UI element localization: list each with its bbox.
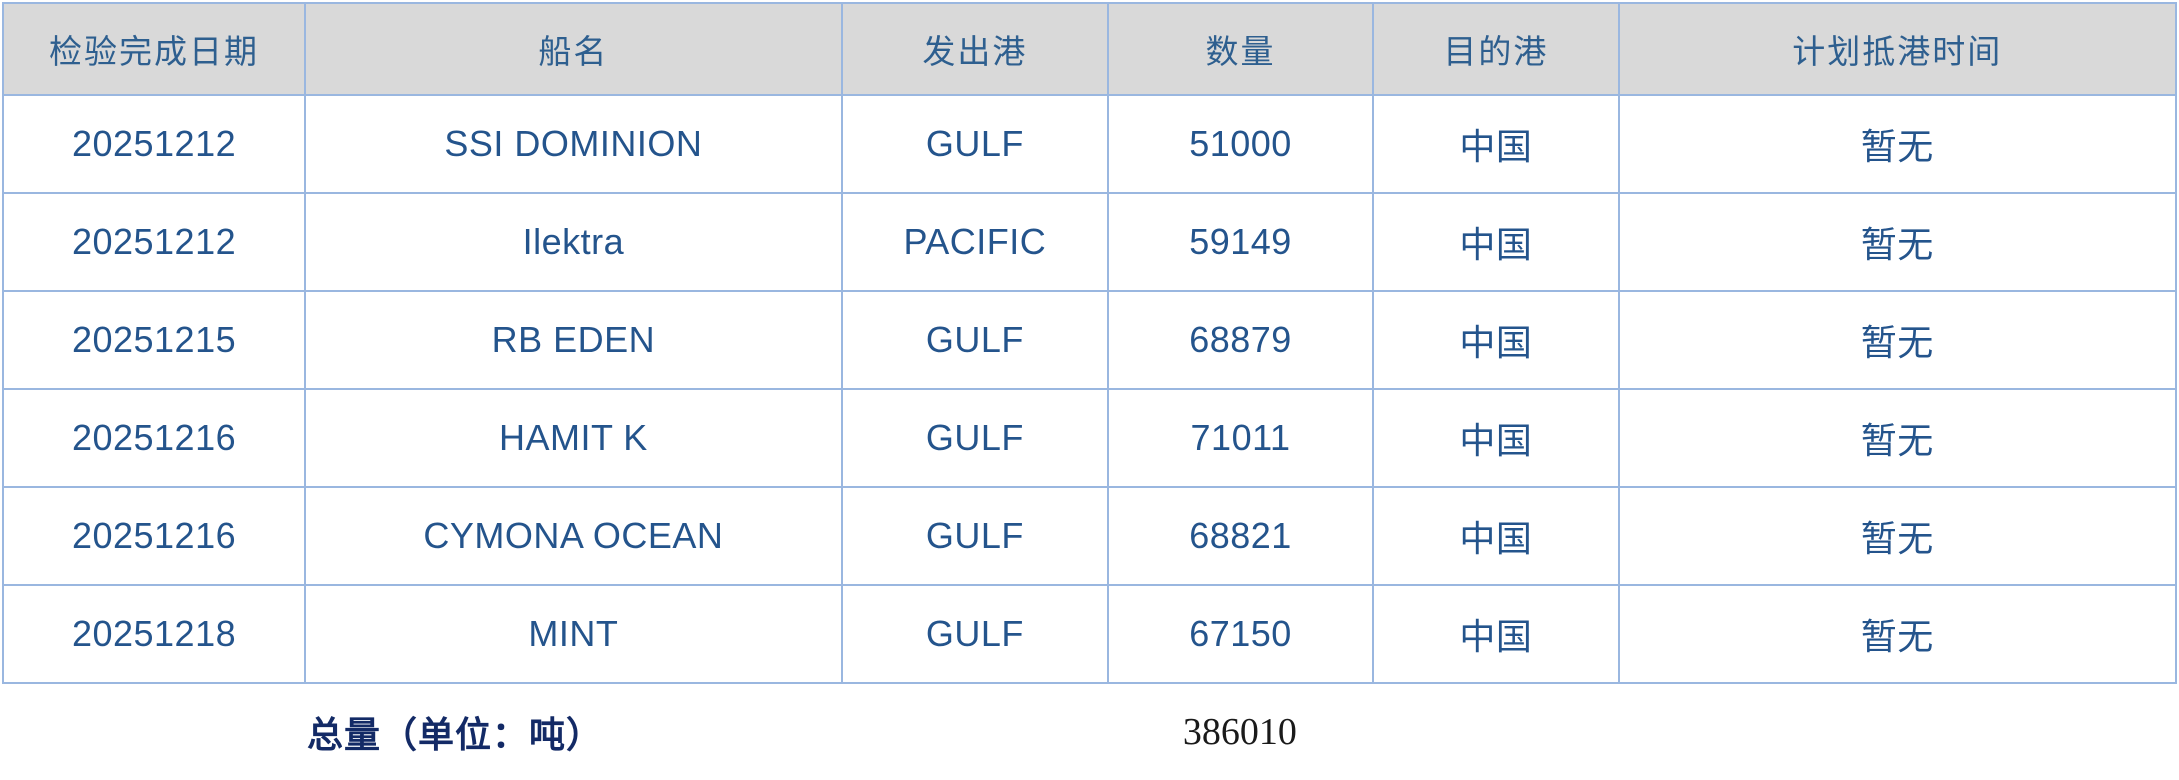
total-label: 总量（单位：吨） [307, 714, 604, 755]
cell-vessel: CYMONA OCEAN [304, 486, 843, 586]
table-row: 20251216 HAMIT K GULF 71011 中国 暂无 [1, 388, 2178, 488]
cell-date: 20251215 [1, 290, 307, 390]
table-row: 20251216 CYMONA OCEAN GULF 68821 中国 暂无 [1, 486, 2178, 586]
header-origin-port: 发出港 [840, 2, 1109, 96]
cell-dest: 中国 [1372, 94, 1620, 194]
cell-eta: 暂无 [1617, 94, 2178, 194]
cell-quantity: 51000 [1106, 94, 1375, 194]
cell-dest: 中国 [1372, 584, 1620, 684]
cell-date: 20251218 [1, 584, 307, 684]
cell-eta: 暂无 [1617, 192, 2178, 292]
cell-origin: GULF [840, 486, 1109, 586]
cell-origin: GULF [840, 584, 1109, 684]
table-row: 20251218 MINT GULF 67150 中国 暂无 [1, 584, 2178, 684]
cell-origin: GULF [840, 290, 1109, 390]
header-inspection-date: 检验完成日期 [1, 2, 307, 96]
table-header: 检验完成日期 船名 发出港 数量 目的港 计划抵港时间 [1, 2, 2178, 96]
cell-quantity: 59149 [1106, 192, 1375, 292]
cell-vessel: SSI DOMINION [304, 94, 843, 194]
cell-quantity: 68821 [1106, 486, 1375, 586]
cell-date: 20251212 [1, 94, 307, 194]
cell-eta: 暂无 [1617, 290, 2178, 390]
cell-vessel: RB EDEN [304, 290, 843, 390]
header-vessel-name: 船名 [304, 2, 843, 96]
cell-vessel: Ilektra [304, 192, 843, 292]
cell-dest: 中国 [1372, 388, 1620, 488]
cell-origin: PACIFIC [840, 192, 1109, 292]
header-destination-port: 目的港 [1372, 2, 1620, 96]
totals-row: 总量（单位：吨） 386010 [0, 684, 2179, 780]
total-value: 386010 [1182, 711, 1297, 753]
table-row: 20251212 Ilektra PACIFIC 59149 中国 暂无 [1, 192, 2178, 292]
cell-origin: GULF [840, 94, 1109, 194]
cell-vessel: MINT [304, 584, 843, 684]
cell-dest: 中国 [1372, 290, 1620, 390]
cell-origin: GULF [840, 388, 1109, 488]
cell-dest: 中国 [1372, 486, 1620, 586]
cell-date: 20251212 [1, 192, 307, 292]
header-planned-arrival: 计划抵港时间 [1617, 2, 2178, 96]
cell-quantity: 71011 [1106, 388, 1375, 488]
cell-eta: 暂无 [1617, 584, 2178, 684]
table-body: 20251212 SSI DOMINION GULF 51000 中国 暂无 2025121… [1, 94, 2178, 684]
cell-dest: 中国 [1372, 192, 1620, 292]
table-row: 20251212 SSI DOMINION GULF 51000 中国 暂无 [1, 94, 2178, 194]
cell-quantity: 68879 [1106, 290, 1375, 390]
cell-quantity: 67150 [1106, 584, 1375, 684]
cell-eta: 暂无 [1617, 486, 2178, 586]
header-row: 检验完成日期 船名 发出港 数量 目的港 计划抵港时间 [1, 2, 2178, 96]
cell-date: 20251216 [1, 388, 307, 488]
cell-vessel: HAMIT K [304, 388, 843, 488]
header-quantity: 数量 [1106, 2, 1375, 96]
table-row: 20251215 RB EDEN GULF 68879 中国 暂无 [1, 290, 2178, 390]
cell-eta: 暂无 [1617, 388, 2178, 488]
cell-date: 20251216 [1, 486, 307, 586]
shipment-inspection-table: 检验完成日期 船名 发出港 数量 目的港 计划抵港时间 20251212 SSI … [1, 2, 2178, 684]
